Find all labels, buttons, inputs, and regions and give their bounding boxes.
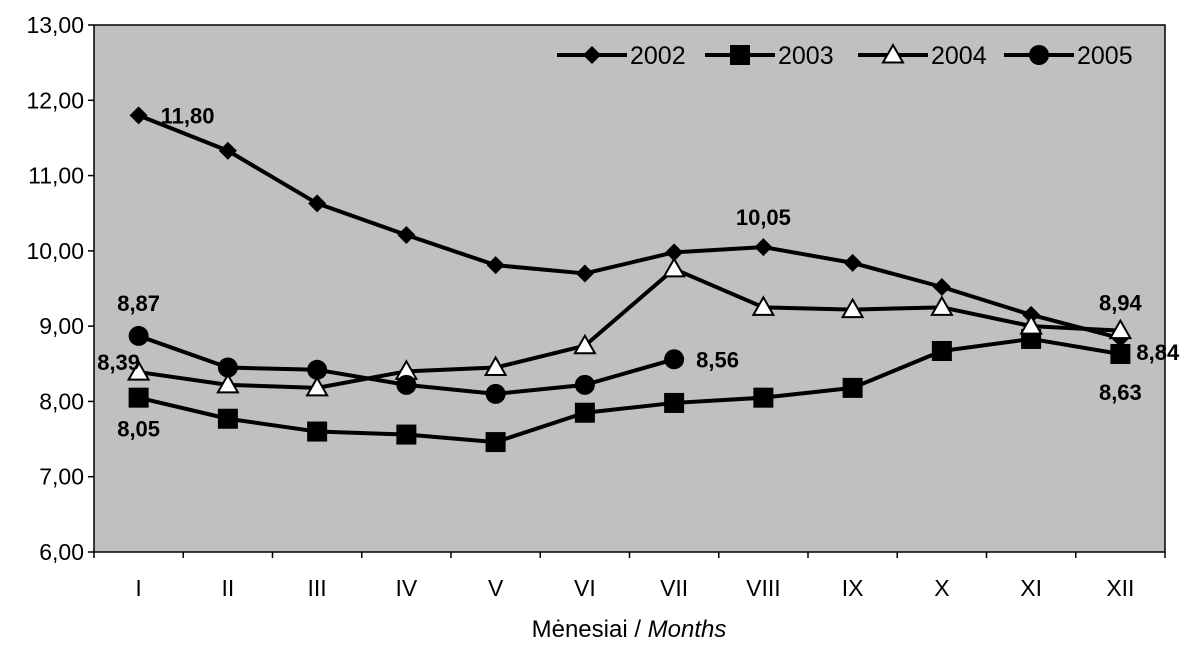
data-point-2004 [126, 360, 151, 381]
data-point-2004 [573, 333, 597, 355]
y-tick-label: 12,00 [26, 87, 84, 113]
data-label: 8,39 [97, 350, 140, 375]
x-tick-label: VIII [746, 575, 781, 601]
data-label: 8,84 [1136, 340, 1180, 365]
data-label: 8,56 [696, 347, 739, 372]
x-tick-label: XI [1020, 575, 1042, 601]
legend-label: 2004 [931, 42, 987, 70]
data-labels: 11,80 10,05 8,84 8,87 8,56 8,39 8,94 8,05 8,63 [97, 103, 1180, 441]
data-point-2004 [930, 295, 954, 316]
legend-marker [583, 46, 601, 64]
series-layer [126, 106, 1133, 453]
x-tick-label: X [934, 575, 949, 601]
y-axis: 6,00 7,00 8,00 9,00 10,00 11,00 12,00 13,00 [26, 12, 94, 565]
data-point-2002 [665, 243, 684, 262]
data-point-2002 [575, 264, 594, 283]
data-point-2004 [483, 355, 508, 377]
data-point-2003 [485, 432, 506, 453]
y-tick-label: 11,00 [28, 163, 84, 189]
series-2005 [128, 325, 685, 404]
data-point-2004 [662, 256, 686, 278]
legend-marker [730, 45, 750, 65]
x-tick-label: IX [842, 575, 864, 601]
data-label: 8,94 [1099, 291, 1143, 316]
y-tick-label: 8,00 [39, 388, 84, 414]
series-2002 [129, 106, 1130, 348]
data-point-2003 [128, 387, 149, 408]
data-point-2004 [216, 372, 240, 394]
legend-label: 2002 [630, 42, 686, 70]
series-line-2002 [137, 113, 1121, 341]
y-tick-label: 10,00 [26, 238, 84, 264]
x-axis: I II III IV V VI VII VIII IX X XI XII [93, 552, 1166, 601]
legend-label: 2003 [778, 42, 834, 70]
data-point-2005 [307, 359, 328, 380]
y-tick-label: 6,00 [39, 539, 84, 565]
data-point-2003 [574, 402, 595, 423]
x-tick-label: VI [574, 575, 596, 601]
data-label: 10,05 [736, 205, 791, 230]
legend-item-2003: 2003 [705, 42, 834, 70]
x-tick-label: VII [660, 575, 688, 601]
data-point-2002 [843, 253, 862, 272]
data-point-2005 [485, 383, 506, 404]
data-point-2003 [753, 387, 774, 408]
series-2004 [126, 256, 1133, 397]
x-tick-label: XII [1106, 575, 1134, 601]
data-point-2002 [218, 141, 237, 160]
data-point-2003 [931, 340, 952, 361]
data-point-2004 [751, 295, 776, 316]
data-point-2004 [305, 375, 329, 397]
data-point-2004 [1108, 318, 1133, 340]
x-axis-title-italic: Months [648, 616, 727, 643]
legend: 2002 2003 2004 2005 [557, 42, 1133, 70]
data-point-2002 [129, 106, 148, 125]
series-line-2003 [138, 336, 1121, 445]
y-tick-label: 9,00 [39, 313, 84, 339]
data-point-2005 [128, 325, 149, 346]
x-axis-title: Mėnesiai / Months [532, 616, 727, 643]
data-point-2004 [840, 297, 865, 319]
data-label: 8,87 [117, 291, 160, 316]
data-label: 11,80 [161, 103, 215, 128]
data-point-2003 [842, 377, 863, 398]
series-2003 [128, 328, 1131, 453]
data-point-2003 [396, 424, 417, 445]
data-point-2002 [397, 226, 416, 245]
legend-item-2004: 2004 [858, 42, 987, 70]
legend-marker [881, 42, 905, 64]
data-point-2005 [217, 357, 238, 378]
data-point-2005 [664, 349, 685, 370]
data-point-2003 [217, 408, 238, 429]
legend-item-2005: 2005 [1004, 42, 1133, 70]
data-label: 8,63 [1099, 380, 1142, 405]
x-tick-label: IV [396, 575, 418, 601]
y-tick-label: 7,00 [39, 464, 84, 490]
data-point-2002 [932, 277, 951, 296]
legend-label: 2005 [1077, 42, 1133, 70]
plot-area [93, 24, 1166, 553]
x-tick-label: III [308, 575, 327, 601]
data-point-2003 [307, 421, 328, 442]
data-point-2003 [1110, 343, 1131, 364]
data-point-2002 [754, 238, 773, 257]
data-point-2005 [574, 374, 595, 395]
x-axis-title-main: Mėnesiai / [532, 616, 648, 643]
legend-marker [1029, 45, 1049, 65]
data-point-2002 [486, 256, 505, 275]
data-point-2005 [396, 374, 417, 395]
series-line-2004 [138, 266, 1121, 390]
x-tick-label: V [488, 575, 504, 601]
y-tick-label: 13,00 [26, 12, 84, 38]
data-label: 8,05 [117, 417, 160, 442]
x-tick-label: II [221, 575, 234, 601]
data-point-2004 [1019, 314, 1043, 335]
x-tick-label: I [135, 575, 141, 601]
data-point-2003 [664, 392, 685, 413]
legend-item-2002: 2002 [557, 42, 686, 70]
data-point-2002 [308, 194, 327, 213]
